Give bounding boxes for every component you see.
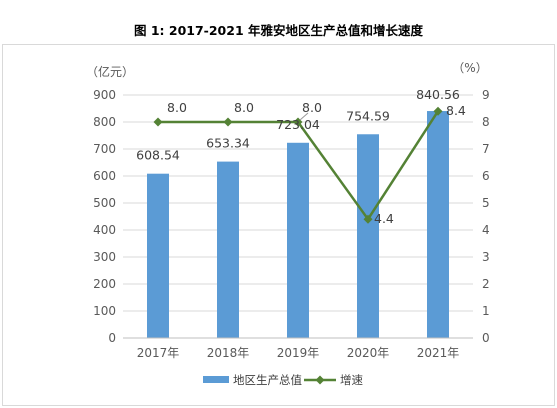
right-tick-label: 2 [482,277,490,291]
bar [147,173,169,338]
bar [427,111,449,338]
x-axis: 2017年 2018年 2019年 2020年 2021年 [123,337,473,360]
line-value-label: 8.0 [167,100,187,115]
right-axis-unit: （%） [452,61,487,75]
left-axis-unit: （亿元） [86,64,134,79]
label-leader-line [299,112,309,121]
left-tick-label: 700 [93,142,116,156]
x-tick-label: 2020年 [347,346,390,360]
legend-line-label: 增速 [340,373,363,387]
x-tick-label: 2021年 [417,346,460,360]
right-tick-label: 7 [482,142,490,156]
line-marker [363,214,373,224]
bar-series [147,111,449,338]
line-value-label: 8.4 [446,103,466,118]
left-tick-label: 100 [93,304,116,318]
bar-value-label: 840.56 [416,87,460,102]
x-tick-label: 2019年 [277,346,320,360]
right-tick-label: 6 [482,169,490,183]
legend: 地区生产总值 增速 [203,373,363,387]
bar-value-label: 723.04 [276,117,320,132]
bar-value-label: 754.59 [346,108,390,123]
bar-value-label: 608.54 [136,148,180,163]
right-tick-label: 4 [482,223,490,237]
bar [217,161,239,338]
left-tick-label: 500 [93,196,116,210]
right-tick-label: 1 [482,304,490,318]
line-marker [433,106,443,116]
left-tick-label: 900 [93,88,116,102]
bar [357,134,379,338]
chart-frame [2,44,555,406]
right-tick-label: 5 [482,196,490,210]
line-value-label: 8.0 [302,100,322,115]
legend-line-marker [315,375,325,385]
chart-title: 图 1: 2017-2021 年雅安地区生产总值和增长速度 [133,23,424,38]
right-tick-label: 8 [482,115,490,129]
data-labels: 608.54 653.34 723.04 754.59 840.56 8.0 8.0 8.0 4… [136,87,466,226]
left-axis: 0 100 200 300 400 500 600 700 800 900 （亿元） [86,64,134,345]
right-tick-label: 9 [482,88,490,102]
left-tick-label: 400 [93,223,116,237]
left-tick-label: 200 [93,277,116,291]
line-value-label: 4.4 [374,211,394,226]
bar-value-label: 653.34 [206,136,250,151]
legend-bar-swatch [203,376,229,383]
right-axis: 0 1 2 3 4 5 6 7 8 9 （%） [452,61,489,345]
right-tick-label: 3 [482,250,490,264]
legend-bar-label: 地区生产总值 [233,373,302,387]
bar [287,142,309,338]
x-tick-label: 2017年 [137,346,180,360]
line-marker [153,117,163,127]
line-marker [223,117,233,127]
left-tick-label: 0 [108,331,116,345]
right-tick-label: 0 [482,331,490,345]
left-tick-label: 800 [93,115,116,129]
left-tick-label: 600 [93,169,116,183]
line-value-label: 8.0 [234,100,254,115]
x-tick-label: 2018年 [207,346,250,360]
left-tick-label: 300 [93,250,116,264]
